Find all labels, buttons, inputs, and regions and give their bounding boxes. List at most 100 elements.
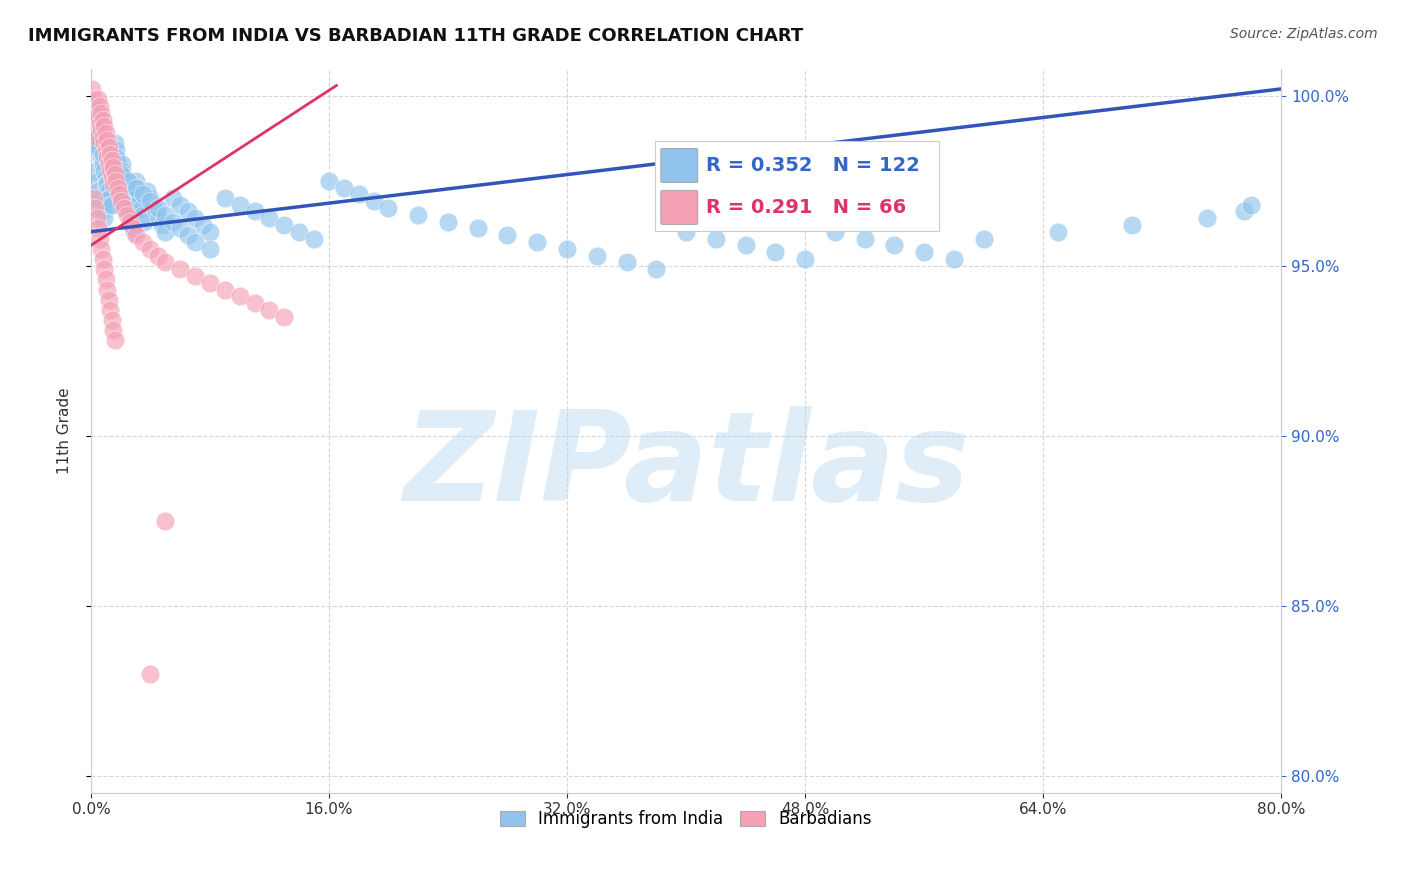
Legend: Immigrants from India, Barbadians: Immigrants from India, Barbadians <box>494 804 879 835</box>
Point <box>91 112 114 127</box>
Text: Source: ZipAtlas.com: Source: ZipAtlas.com <box>1230 27 1378 41</box>
Point <box>142 197 165 211</box>
Text: ZIPatlas: ZIPatlas <box>402 406 969 527</box>
Point <box>112 201 135 215</box>
Point <box>302 231 325 245</box>
Point <box>87 221 110 235</box>
Point <box>110 167 132 181</box>
Point <box>114 184 136 198</box>
Point <box>107 180 129 194</box>
Point <box>124 180 146 194</box>
Point <box>87 139 110 153</box>
Point <box>118 204 141 219</box>
Point <box>103 160 125 174</box>
Point <box>93 136 115 151</box>
Point <box>132 187 155 202</box>
Point <box>134 214 156 228</box>
Point <box>347 187 370 202</box>
Point <box>128 187 150 202</box>
FancyBboxPatch shape <box>661 149 697 183</box>
Point <box>103 163 125 178</box>
Point <box>794 252 817 266</box>
Point <box>169 197 191 211</box>
Point <box>145 204 167 219</box>
Point <box>259 302 281 317</box>
Point <box>100 197 122 211</box>
Point <box>155 514 177 528</box>
Point <box>98 163 121 178</box>
Point <box>131 201 153 215</box>
Point <box>155 255 177 269</box>
Point <box>96 283 118 297</box>
Point <box>496 228 519 243</box>
Point <box>96 133 118 147</box>
Point <box>90 197 112 211</box>
Point <box>90 122 112 136</box>
Point <box>555 242 578 256</box>
Point <box>87 184 110 198</box>
Point <box>83 92 105 106</box>
Point <box>93 120 115 134</box>
Point <box>117 197 139 211</box>
Point <box>97 153 120 168</box>
Point <box>89 116 111 130</box>
Point <box>82 82 104 96</box>
Point <box>112 170 135 185</box>
Point <box>228 197 250 211</box>
Point <box>1046 225 1069 239</box>
Point <box>84 103 107 117</box>
Point <box>318 174 340 188</box>
Point <box>973 231 995 245</box>
Point <box>84 116 107 130</box>
Point <box>97 157 120 171</box>
Point <box>89 99 111 113</box>
Point <box>124 228 146 243</box>
Point <box>214 191 236 205</box>
Point <box>912 245 935 260</box>
Point <box>86 129 108 144</box>
Point <box>91 252 114 266</box>
Point <box>191 218 214 232</box>
Point <box>333 180 356 194</box>
Point <box>526 235 548 249</box>
Point <box>121 221 143 235</box>
Point <box>155 208 177 222</box>
Point <box>228 289 250 303</box>
Point <box>437 214 460 228</box>
Point <box>110 184 132 198</box>
Point <box>89 191 111 205</box>
Point <box>91 157 114 171</box>
Point <box>883 238 905 252</box>
Point <box>86 211 108 226</box>
Point <box>273 310 295 324</box>
Point <box>97 293 120 307</box>
Point <box>184 235 207 249</box>
Point <box>176 228 198 243</box>
Point <box>1121 218 1143 232</box>
Point <box>100 153 122 168</box>
Point <box>86 112 108 127</box>
Point <box>198 242 221 256</box>
Point <box>98 197 121 211</box>
Point <box>273 218 295 232</box>
Point <box>146 248 169 262</box>
Point <box>98 191 121 205</box>
Point <box>100 157 122 171</box>
Point <box>139 666 162 681</box>
Point <box>105 150 128 164</box>
Point <box>139 194 162 208</box>
Point <box>97 184 120 198</box>
Point <box>110 194 132 208</box>
Point <box>104 177 127 191</box>
Point <box>115 208 138 222</box>
Point <box>288 225 311 239</box>
Point <box>132 235 155 249</box>
Point <box>139 191 162 205</box>
Point <box>96 150 118 164</box>
Point <box>94 126 117 140</box>
Point <box>94 170 117 185</box>
Point <box>942 252 965 266</box>
Point <box>117 174 139 188</box>
Point <box>91 146 114 161</box>
Text: IMMIGRANTS FROM INDIA VS BARBADIAN 11TH GRADE CORRELATION CHART: IMMIGRANTS FROM INDIA VS BARBADIAN 11TH … <box>28 27 803 45</box>
